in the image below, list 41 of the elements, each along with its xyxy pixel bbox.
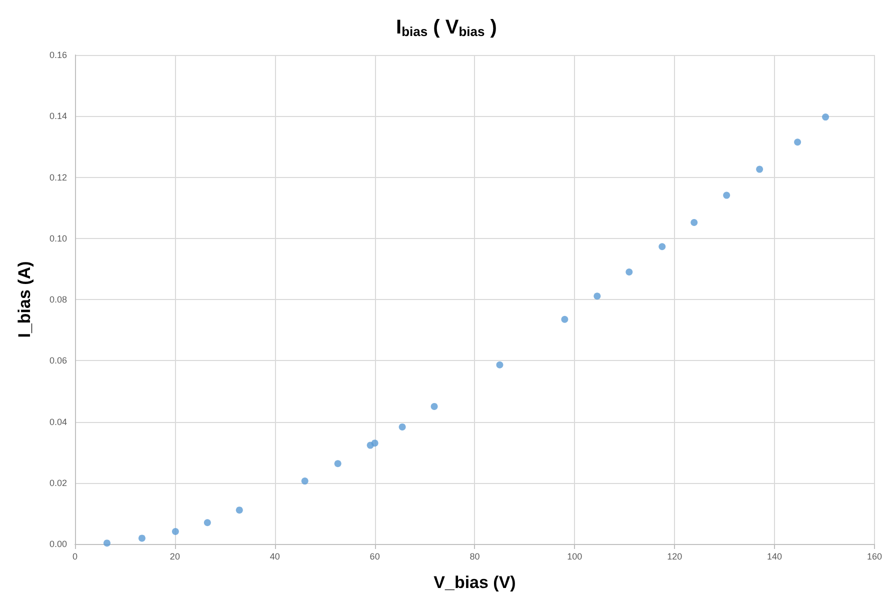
point <box>334 460 342 468</box>
y-tick-label: 0.12 <box>49 172 67 182</box>
point <box>822 114 830 121</box>
point <box>138 534 146 542</box>
point <box>301 478 308 485</box>
y-tick-label: 0.16 <box>49 50 67 60</box>
x-tick-label: 80 <box>470 552 480 562</box>
point <box>172 528 179 535</box>
point <box>756 166 764 173</box>
y-tick-label: 0.06 <box>49 356 67 366</box>
point <box>658 243 666 250</box>
x-tick-label: 100 <box>567 552 582 562</box>
point <box>496 361 504 368</box>
point <box>690 218 698 226</box>
point <box>626 268 633 276</box>
point <box>398 423 406 430</box>
point <box>371 440 378 447</box>
x-tick-label: 140 <box>767 552 782 562</box>
y-tick-label: 0.04 <box>49 416 67 427</box>
x-tick-label: 160 <box>866 552 882 562</box>
x-tick-label: 60 <box>370 552 380 562</box>
chart-title: Ibias ( Vbias ) <box>396 16 497 39</box>
point <box>594 292 601 300</box>
x-tick-label: 40 <box>270 552 280 562</box>
y-axis-title: I_bias (A) <box>15 261 34 338</box>
point <box>723 192 730 199</box>
point <box>204 519 211 526</box>
point <box>561 316 568 323</box>
point <box>236 506 243 514</box>
y-tick-label: 0.08 <box>49 294 67 304</box>
point <box>430 402 438 410</box>
y-tick-label: 0.02 <box>49 478 67 488</box>
point <box>794 138 802 146</box>
point <box>103 540 110 547</box>
x-axis-title: V_bias (V) <box>434 573 516 592</box>
y-tick-label: 0.00 <box>49 539 67 549</box>
x-tick-label: 20 <box>170 552 180 562</box>
x-tick-label: 120 <box>667 552 682 562</box>
x-tick-label: 0 <box>72 552 78 562</box>
y-tick-label: 0.10 <box>49 233 67 244</box>
y-tick-label: 0.14 <box>49 111 67 122</box>
